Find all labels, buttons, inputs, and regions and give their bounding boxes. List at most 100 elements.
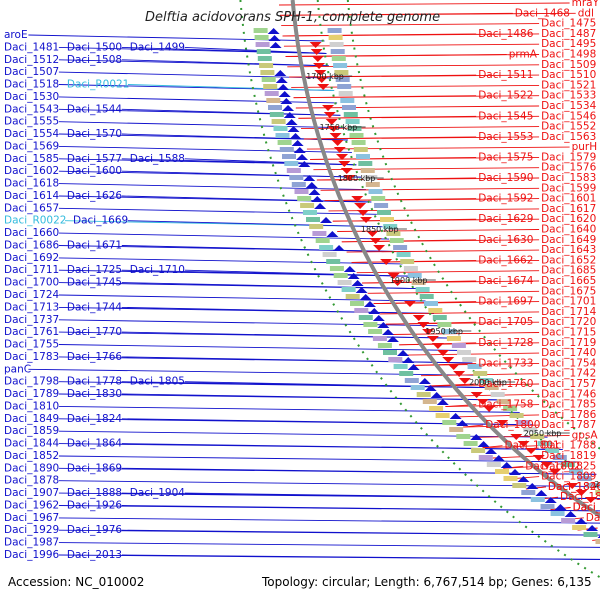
gene-arrow-right	[357, 210, 370, 216]
cog-box-left	[383, 350, 397, 355]
gene-label-left: Daci_1543	[4, 103, 59, 115]
cog-box-left	[550, 511, 565, 516]
cog-box-right	[327, 28, 342, 33]
gene-label-left: Daci_1890	[4, 462, 59, 474]
cog-box-left	[595, 539, 600, 544]
gene-label-left: Daci_1805	[130, 376, 185, 388]
gene-label-left: Daci_1761	[4, 326, 59, 338]
gene-label-right: Daci_1511	[478, 69, 533, 81]
gene-label-right: Daci_1728	[478, 337, 533, 349]
gene-label-right: Daci_1674	[478, 275, 534, 287]
cog-box-right	[330, 49, 345, 54]
cog-box-right	[432, 315, 447, 320]
cog-box-right	[358, 161, 373, 166]
cog-box-right	[389, 238, 404, 243]
connector-right	[291, 84, 540, 88]
connector-right	[482, 445, 503, 449]
gene-arrow-left	[311, 196, 324, 202]
gene-label-left: Daci_1585	[4, 153, 59, 165]
cog-box-left	[289, 175, 304, 180]
gene-arrow-left	[298, 161, 311, 167]
cog-box-left	[253, 28, 268, 33]
gene-label-left: Daci_1869	[67, 462, 122, 474]
gene-arrow-right	[412, 315, 425, 321]
gene-label-left: Daci_1657	[4, 202, 59, 214]
connector-right	[392, 332, 540, 335]
connector-left	[58, 294, 426, 302]
cog-box-left	[291, 182, 306, 187]
cog-box-right	[446, 336, 461, 341]
genome-title: Delftia acidovorans SPH-1, complete geno…	[145, 10, 440, 25]
cog-box-left	[572, 525, 587, 530]
gene-label-right: Daci_1629	[478, 213, 533, 225]
gene-arrow-left	[303, 175, 316, 181]
connector-left	[58, 183, 367, 191]
cog-box-right	[586, 483, 600, 488]
gene-label-left: Daci_1744	[67, 301, 123, 313]
cog-box-left	[442, 420, 457, 425]
cog-box-left	[358, 315, 373, 320]
gene-arrow-left	[377, 322, 390, 328]
gene-arrow-right	[417, 322, 430, 328]
gene-label-right: Daci_1649	[541, 234, 596, 246]
gene-label-right: Daci_1697	[478, 296, 533, 308]
gene-label-right: Daci_1630	[478, 234, 533, 246]
gene-label-right: purH	[572, 141, 598, 153]
gene-label-left: Daci_1724	[4, 289, 60, 301]
gene-arrow-left	[287, 126, 300, 132]
gene-label-right: Daci_1760	[478, 378, 533, 390]
cog-box-right	[496, 399, 511, 404]
gene-arrow-left	[305, 182, 318, 188]
cog-box-left	[300, 203, 315, 208]
gene-label-left: Daci_1810	[4, 400, 59, 412]
kbp-tick-label: 1750 kbp	[320, 123, 358, 132]
gene-label-left: Daci_1710	[130, 264, 185, 276]
gene-arrow-right	[314, 70, 327, 76]
connector-left	[58, 121, 345, 129]
gene-label-left: Daci_1518	[4, 79, 59, 91]
gene-arrow-left	[544, 497, 557, 503]
connector-right	[445, 404, 540, 408]
cog-box-left	[410, 385, 425, 390]
gene-arrow-left	[485, 448, 498, 454]
cog-box-left	[404, 378, 419, 383]
connector-right	[385, 321, 477, 325]
cog-box-right	[424, 301, 438, 306]
gene-arrow-right	[532, 455, 545, 461]
cog-box-left	[333, 273, 348, 278]
gene-label-right: Daci_1552	[541, 121, 596, 133]
gene-label-right: Daci_1846	[548, 481, 600, 493]
gene-label-right: Daci_1742	[541, 368, 596, 380]
cog-box-right	[343, 112, 358, 117]
gene-label-right: Daci_1787	[541, 419, 596, 431]
gene-label-right: Daci_1802	[525, 460, 580, 472]
gene-arrow-right	[311, 56, 324, 62]
cog-box-left	[435, 413, 450, 418]
connector-right	[295, 105, 540, 109]
cog-box-left	[257, 56, 272, 61]
gene-arrow-left	[386, 336, 399, 342]
gene-arrow-left	[278, 91, 291, 97]
connector-left	[58, 96, 338, 104]
gene-label-left: Daci_R0022	[4, 215, 66, 227]
cog-box-right	[442, 329, 457, 334]
gene-label-left: Daci_1499	[130, 41, 185, 53]
gene-arrow-left	[308, 189, 321, 195]
gene-label-left: Daci_1737	[4, 314, 59, 326]
cog-box-left	[341, 287, 356, 292]
gene-arrow-left	[269, 42, 282, 48]
gene-arrow-right	[458, 378, 471, 384]
cog-box-right	[451, 343, 466, 348]
gene-label-left: Daci_1626	[67, 190, 123, 202]
gene-label-right: Daci_1715	[541, 327, 596, 339]
cog-box-right	[484, 385, 499, 390]
gene-label-left: Daci_1770	[67, 326, 122, 338]
gene-label-right: Daci_1599	[541, 182, 596, 194]
connector-left	[121, 108, 341, 116]
gene-label-right: Daci_1853	[586, 512, 600, 524]
gene-label-left: Daci_1987	[4, 537, 59, 549]
gene-label-left: Daci_1588	[130, 153, 185, 165]
gene-arrow-right	[309, 42, 322, 48]
kbp-tick-label: 2000 kbp	[469, 378, 507, 387]
cog-box-right	[368, 189, 383, 194]
